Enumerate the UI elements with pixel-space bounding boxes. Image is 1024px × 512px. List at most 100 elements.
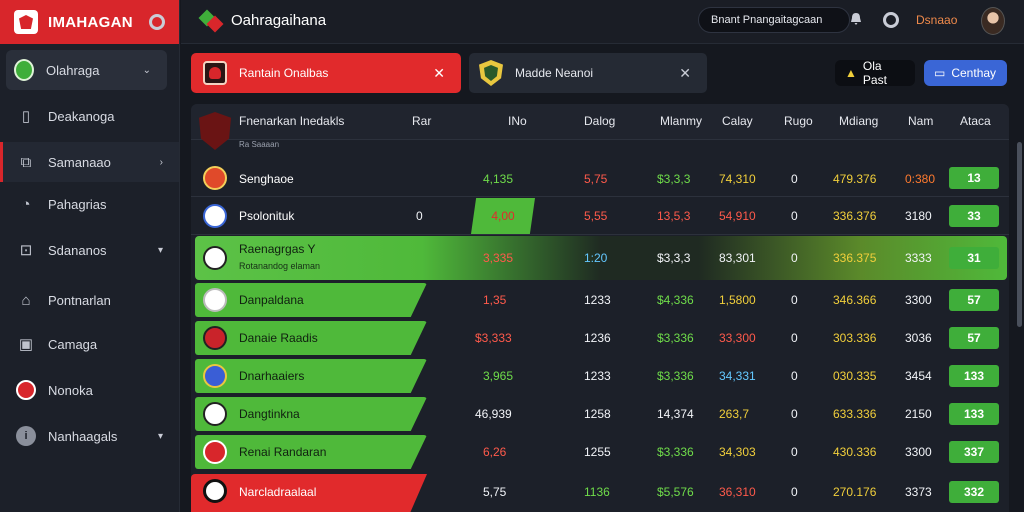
primary-action-button[interactable]: ▭ Centhay [924, 60, 1007, 86]
odds-cell[interactable]: $3,336 [657, 331, 694, 345]
odds-cell[interactable]: 2150 [905, 407, 932, 421]
odds-cell[interactable]: 346.366 [833, 293, 877, 307]
sidebar-item-pontnarlan[interactable]: ⌂ Pontnarlan [0, 280, 179, 320]
sidebar-item-nonoka[interactable]: Nonoka [0, 370, 179, 410]
odds-cell[interactable]: 36,310 [719, 485, 756, 499]
chevron-down-icon[interactable]: ▾ [157, 430, 163, 442]
odds-cell[interactable]: 303.336 [833, 331, 877, 345]
odds-pill[interactable]: 133 [949, 403, 999, 425]
dark-action-button[interactable]: ▲ Ola Past [835, 59, 915, 87]
close-icon[interactable]: ✕ [679, 65, 691, 81]
column-header[interactable]: Rugo [784, 114, 813, 128]
odds-cell[interactable]: 6,26 [483, 445, 507, 459]
sidebar-item-olahraga[interactable]: Olahraga ⌄ [6, 50, 167, 90]
table-row[interactable]: Dangtinkna 46,939 1258 14,374 263,7 0 63… [191, 395, 1009, 433]
odds-cell[interactable]: 46,939 [475, 407, 512, 421]
table-scrollbar[interactable] [1017, 142, 1022, 327]
odds-cell[interactable]: 3333 [905, 251, 932, 265]
sidebar-item-sdananos[interactable]: ⊡ Sdananos ▾ [0, 230, 179, 270]
odds-cell[interactable]: 633.336 [833, 407, 877, 421]
odds-cell[interactable]: 1,35 [483, 293, 507, 307]
odds-cell[interactable]: 13,5,3 [657, 209, 691, 223]
odds-cell[interactable]: 479.376 [833, 172, 877, 186]
odds-cell[interactable]: 0 [791, 172, 798, 186]
odds-pill[interactable]: 337 [949, 441, 999, 463]
odds-cell[interactable]: 1233 [584, 293, 611, 307]
chevron-down-icon[interactable]: ⌄ [142, 64, 151, 76]
table-row[interactable]: Narcladraalaal 5,75 1136 $5,576 36,310 0… [191, 472, 1009, 512]
table-row[interactable]: Danaie Raadis $3,333 1236 $3,336 33,300 … [191, 319, 1009, 357]
column-header-team[interactable]: Fnenarkan Inedakls [239, 114, 345, 128]
odds-cell[interactable]: 4,135 [483, 172, 514, 186]
odds-cell[interactable]: 0:380 [905, 172, 936, 186]
sidebar-item-samanaao[interactable]: ⧉ Samanaao › [0, 142, 179, 182]
odds-cell[interactable]: 3300 [905, 445, 932, 459]
odds-pill[interactable]: 33 [949, 205, 999, 227]
table-row[interactable]: Senghaoe 4,135 5,75 $3,3,3 74,310 0 479.… [191, 160, 1009, 197]
odds-cell[interactable]: 54,910 [719, 209, 756, 223]
user-name[interactable]: Dsnaao [916, 13, 958, 27]
odds-cell[interactable]: 0 [791, 369, 798, 383]
search-input[interactable]: Bnant Pnangaitagcaan [698, 7, 850, 33]
table-row[interactable]: Danpaldana 1,35 1233 $4,336 1,5800 0 346… [191, 281, 1009, 319]
odds-cell[interactable]: 3373 [905, 485, 932, 499]
column-header[interactable]: Rar [412, 114, 432, 128]
table-row[interactable]: Renai Randaran 6,26 1255 $3,336 34,303 0… [191, 433, 1009, 471]
odds-cell[interactable]: 030.335 [833, 369, 877, 383]
sidebar-item-deakanoga[interactable]: ▯ Deakanoga [0, 96, 179, 136]
odds-cell[interactable]: $4,336 [657, 293, 694, 307]
odds-cell[interactable]: 34,303 [719, 445, 756, 459]
odds-cell[interactable]: 430.336 [833, 445, 877, 459]
odds-cell[interactable]: 5,55 [584, 209, 608, 223]
odds-pill[interactable]: 13 [949, 167, 999, 189]
odds-cell[interactable]: $3,3,3 [657, 251, 691, 265]
odds-cell[interactable]: $3,336 [657, 369, 694, 383]
odds-cell[interactable]: 5,75 [584, 172, 608, 186]
odds-cell[interactable]: 5,75 [483, 485, 507, 499]
column-header[interactable]: Dalog [584, 114, 616, 128]
odds-pill[interactable]: 133 [949, 365, 999, 387]
odds-cell[interactable]: 0 [791, 293, 798, 307]
odds-pill[interactable]: 31 [949, 247, 999, 269]
odds-cell[interactable]: 3180 [905, 209, 932, 223]
odds-cell[interactable]: $3,333 [475, 331, 512, 345]
odds-cell[interactable]: 3300 [905, 293, 932, 307]
column-header[interactable]: Mdiang [839, 114, 879, 128]
odds-cell[interactable]: $5,576 [657, 485, 694, 499]
odds-cell[interactable]: 3454 [905, 369, 932, 383]
odds-pill[interactable]: 57 [949, 289, 999, 311]
odds-cell[interactable]: $3,3,3 [657, 172, 691, 186]
settings-gear-icon[interactable] [149, 14, 165, 30]
sidebar-item-camaga[interactable]: ▣ Camaga [0, 324, 179, 364]
close-icon[interactable]: ✕ [433, 65, 445, 81]
column-header[interactable]: Nam [908, 114, 934, 128]
odds-cell[interactable]: 270.176 [833, 485, 877, 499]
bell-icon[interactable] [849, 12, 863, 26]
odds-cell[interactable]: 34,331 [719, 369, 756, 383]
chevron-down-icon[interactable]: ▾ [157, 244, 163, 256]
chevron-right-icon[interactable]: › [159, 156, 163, 168]
odds-cell[interactable]: 3,335 [483, 251, 514, 265]
odds-cell[interactable]: 1:20 [584, 251, 608, 265]
column-header[interactable]: Calay [722, 114, 753, 128]
odds-cell[interactable]: 3036 [905, 331, 932, 345]
odds-cell[interactable]: 74,310 [719, 172, 756, 186]
gear-icon[interactable] [883, 12, 899, 28]
match-card[interactable]: Madde Neanoi ✕ [469, 53, 707, 93]
column-header[interactable]: INo [508, 114, 527, 128]
odds-cell[interactable]: 0 [791, 485, 798, 499]
odds-cell[interactable]: 0 [791, 445, 798, 459]
odds-cell[interactable]: 3,965 [483, 369, 514, 383]
odds-cell[interactable]: 0 [416, 209, 423, 223]
selected-odds-cell[interactable]: 4,00 [471, 198, 535, 234]
table-row[interactable]: Psolonituk 0 4,00 5,55 13,5,3 54,910 0 3… [191, 197, 1009, 235]
odds-cell[interactable]: 14,374 [657, 407, 694, 421]
odds-pill[interactable]: 57 [949, 327, 999, 349]
column-header[interactable]: Mlanmy [660, 114, 703, 128]
odds-cell[interactable]: 263,7 [719, 407, 750, 421]
odds-cell[interactable]: 33,300 [719, 331, 756, 345]
odds-cell[interactable]: 83,301 [719, 251, 756, 265]
odds-cell[interactable]: 1258 [584, 407, 611, 421]
table-row-selected[interactable]: Raenagrgas Y Rotanandog elaman 3,335 1:2… [191, 235, 1009, 281]
odds-cell[interactable]: 1,5800 [719, 293, 756, 307]
